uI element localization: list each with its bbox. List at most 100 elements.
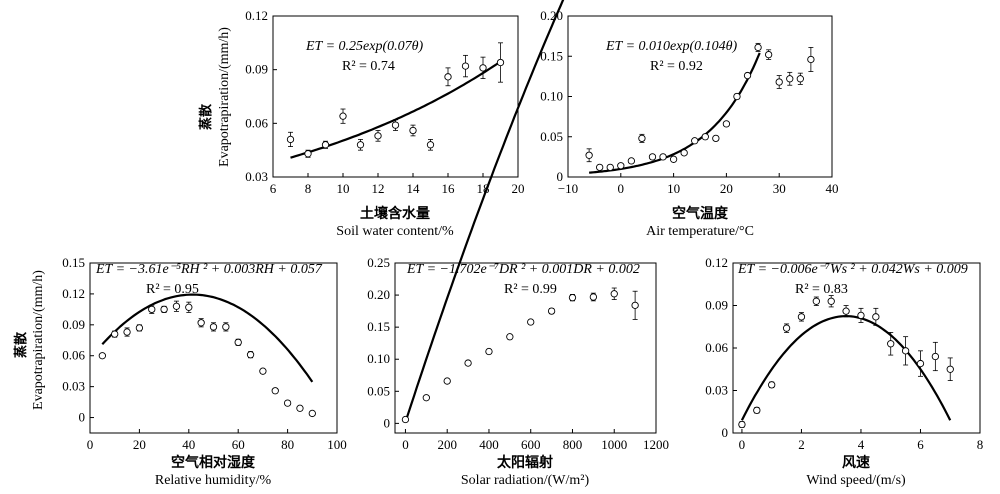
marker: [527, 318, 535, 326]
data-point: [589, 292, 598, 302]
marker: [768, 381, 776, 389]
x-tick-label: 10: [337, 181, 350, 196]
x-axis-label-cn: 风速: [842, 454, 870, 471]
marker: [123, 328, 131, 336]
data-point: [797, 312, 806, 322]
x-tick-label: 40: [826, 181, 839, 196]
y-tick-label: 0.12: [62, 286, 85, 301]
x-tick-label: 0: [87, 437, 94, 452]
data-point: [374, 130, 382, 142]
y-tick-label: 0.05: [540, 129, 563, 144]
y-tick-label: 0.12: [245, 8, 268, 23]
y-tick-label: 0.03: [705, 383, 728, 398]
data-point: [527, 318, 535, 326]
data-point: [931, 341, 940, 372]
x-tick-label: 0: [618, 181, 625, 196]
x-tick-label: 20: [720, 181, 733, 196]
y-tick-label: 0.09: [705, 298, 728, 313]
fit-equation: ET = 0.010exp(0.104θ): [605, 39, 737, 54]
marker: [356, 141, 365, 149]
data-point: [271, 387, 279, 395]
y-tick-label: 0.03: [62, 379, 85, 394]
marker: [222, 323, 230, 331]
data-point: [321, 140, 330, 149]
data-point: [197, 318, 205, 328]
marker: [234, 338, 242, 346]
data-point: [669, 155, 678, 163]
data-point: [485, 347, 493, 356]
marker: [401, 415, 410, 424]
marker: [901, 347, 910, 355]
marker: [426, 141, 435, 149]
marker: [931, 352, 940, 361]
data-point: [568, 293, 577, 302]
data-point: [807, 46, 815, 72]
data-point: [887, 332, 895, 356]
panel-rh: 0 20 40 60 80 100 0 0.03 0.06 0.09 0.12 0.15 ET = −3…: [62, 255, 347, 488]
marker: [374, 132, 382, 140]
marker: [738, 420, 746, 429]
marker: [585, 151, 593, 159]
panel-solar: 0 200 400 600 800 1000 120000.050.100.150.200.…: [367, 0, 669, 488]
marker: [296, 404, 304, 412]
plot-frame: [394, 262, 657, 434]
fit-curve: [740, 314, 952, 421]
y-tick-label: 0.12: [705, 255, 728, 270]
y-tick-label: 0.15: [367, 319, 390, 334]
marker: [308, 409, 316, 418]
fit-curve: [101, 293, 314, 383]
r-squared: R² = 0.74: [342, 59, 395, 74]
marker: [444, 73, 452, 81]
marker: [496, 58, 505, 67]
y-axis-label-en-bottom: Evapotrapiration/(mm/h): [31, 270, 46, 410]
x-tick-label: 20: [133, 437, 146, 452]
data-point: [234, 338, 242, 346]
data-point: [304, 149, 312, 158]
r-squared: R² = 0.95: [146, 282, 199, 297]
y-tick-label: 0.05: [367, 383, 390, 398]
marker: [111, 330, 119, 338]
data-point: [753, 406, 761, 414]
marker: [485, 347, 493, 356]
marker: [638, 134, 646, 143]
data-point: [185, 301, 193, 313]
data-point: [286, 131, 295, 147]
data-point: [135, 324, 144, 332]
marker: [753, 406, 761, 414]
y-axis-label-cn-top: 蒸散: [198, 103, 214, 130]
x-axis-label-cn: 太阳辐射: [497, 454, 553, 471]
data-point: [111, 330, 119, 338]
fit-curve: [290, 60, 502, 159]
data-point: [308, 409, 316, 418]
data-point: [422, 394, 430, 402]
y-tick-label: 0.25: [367, 255, 390, 270]
x-tick-label: 400: [479, 437, 499, 452]
marker: [648, 153, 657, 161]
marker: [589, 293, 598, 301]
data-point: [283, 399, 292, 407]
x-axis-label-en: Solar radiation/(W/m²): [461, 473, 590, 488]
marker: [680, 149, 688, 157]
data-point: [691, 137, 699, 145]
y-tick-label: 0.09: [245, 62, 268, 77]
marker: [722, 120, 731, 128]
r-squared: R² = 0.99: [504, 282, 557, 297]
data-point: [98, 352, 107, 360]
marker: [197, 319, 205, 327]
x-tick-label: 80: [281, 437, 294, 452]
x-tick-label: 200: [437, 437, 457, 452]
data-point: [827, 295, 835, 308]
marker: [209, 323, 218, 331]
marker: [669, 155, 678, 163]
marker: [271, 387, 279, 395]
y-tick-label: 0.09: [62, 317, 85, 332]
x-tick-label: 800: [563, 437, 583, 452]
x-tick-label: 8: [977, 437, 984, 452]
data-point: [443, 377, 451, 385]
marker: [479, 64, 487, 72]
marker: [857, 311, 865, 320]
marker: [807, 55, 815, 64]
marker: [712, 134, 720, 143]
marker: [259, 367, 267, 375]
